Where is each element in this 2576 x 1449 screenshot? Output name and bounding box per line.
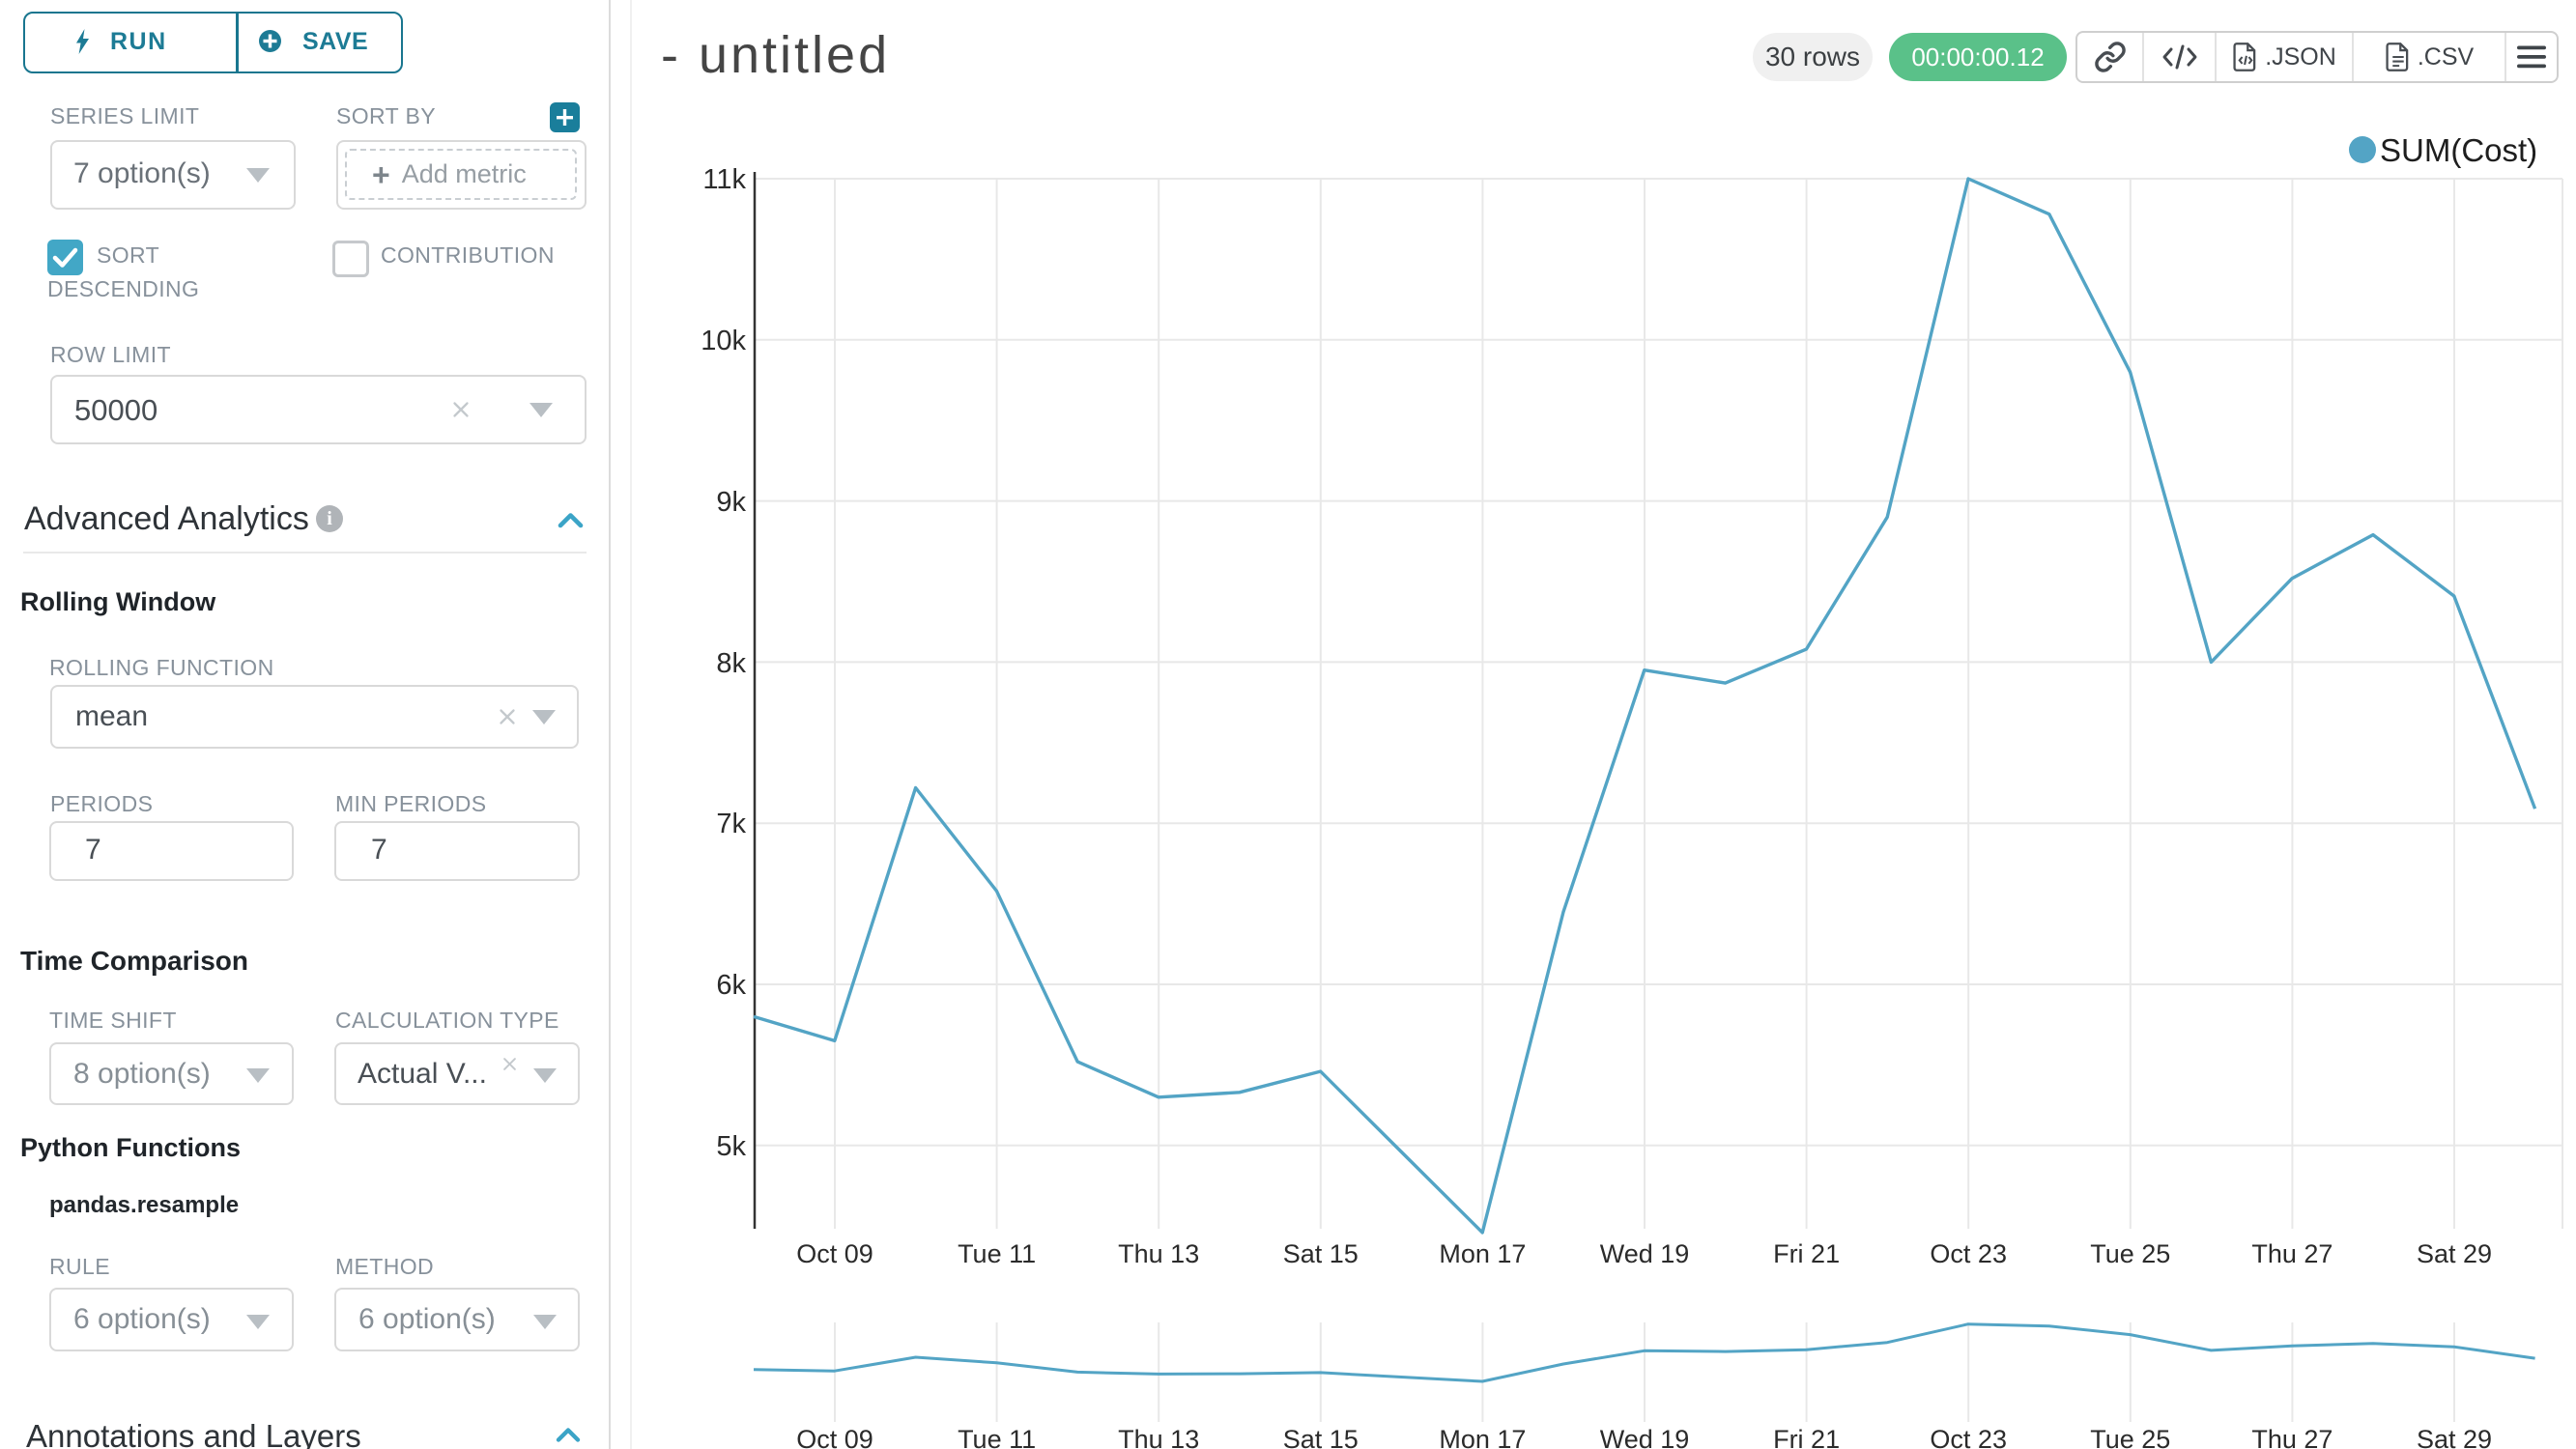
svg-text:Thu 13: Thu 13 [1118,1425,1199,1449]
svg-text:Thu 27: Thu 27 [2251,1425,2333,1449]
svg-text:Oct 09: Oct 09 [796,1239,873,1268]
svg-text:Wed 19: Wed 19 [1600,1239,1690,1268]
svg-text:Tue 25: Tue 25 [2090,1425,2170,1449]
svg-text:6k: 6k [716,970,746,1001]
svg-text:SUM(Cost): SUM(Cost) [2380,132,2537,168]
svg-text:Sat 15: Sat 15 [1283,1239,1359,1268]
svg-text:Mon 17: Mon 17 [1439,1239,1526,1268]
svg-text:Fri 21: Fri 21 [1773,1425,1840,1449]
svg-text:9k: 9k [716,487,746,518]
svg-text:Oct 23: Oct 23 [1930,1425,2007,1449]
svg-text:5k: 5k [716,1131,746,1162]
svg-text:Fri 21: Fri 21 [1773,1239,1840,1268]
svg-text:Tue 25: Tue 25 [2090,1239,2170,1268]
svg-text:11k: 11k [702,164,746,195]
svg-text:Tue 11: Tue 11 [958,1425,1036,1449]
svg-text:Tue 11: Tue 11 [958,1239,1036,1268]
svg-text:Sat 29: Sat 29 [2417,1425,2492,1449]
svg-text:Thu 27: Thu 27 [2251,1239,2333,1268]
svg-text:10k: 10k [701,326,746,356]
svg-text:Oct 09: Oct 09 [796,1425,873,1449]
svg-text:7k: 7k [716,809,746,839]
svg-text:Wed 19: Wed 19 [1600,1425,1690,1449]
svg-text:Mon 17: Mon 17 [1439,1425,1526,1449]
svg-text:Oct 23: Oct 23 [1930,1239,2007,1268]
svg-text:Sat 29: Sat 29 [2417,1239,2492,1268]
svg-text:Thu 13: Thu 13 [1118,1239,1199,1268]
svg-text:8k: 8k [716,648,746,679]
svg-text:Sat 15: Sat 15 [1283,1425,1359,1449]
